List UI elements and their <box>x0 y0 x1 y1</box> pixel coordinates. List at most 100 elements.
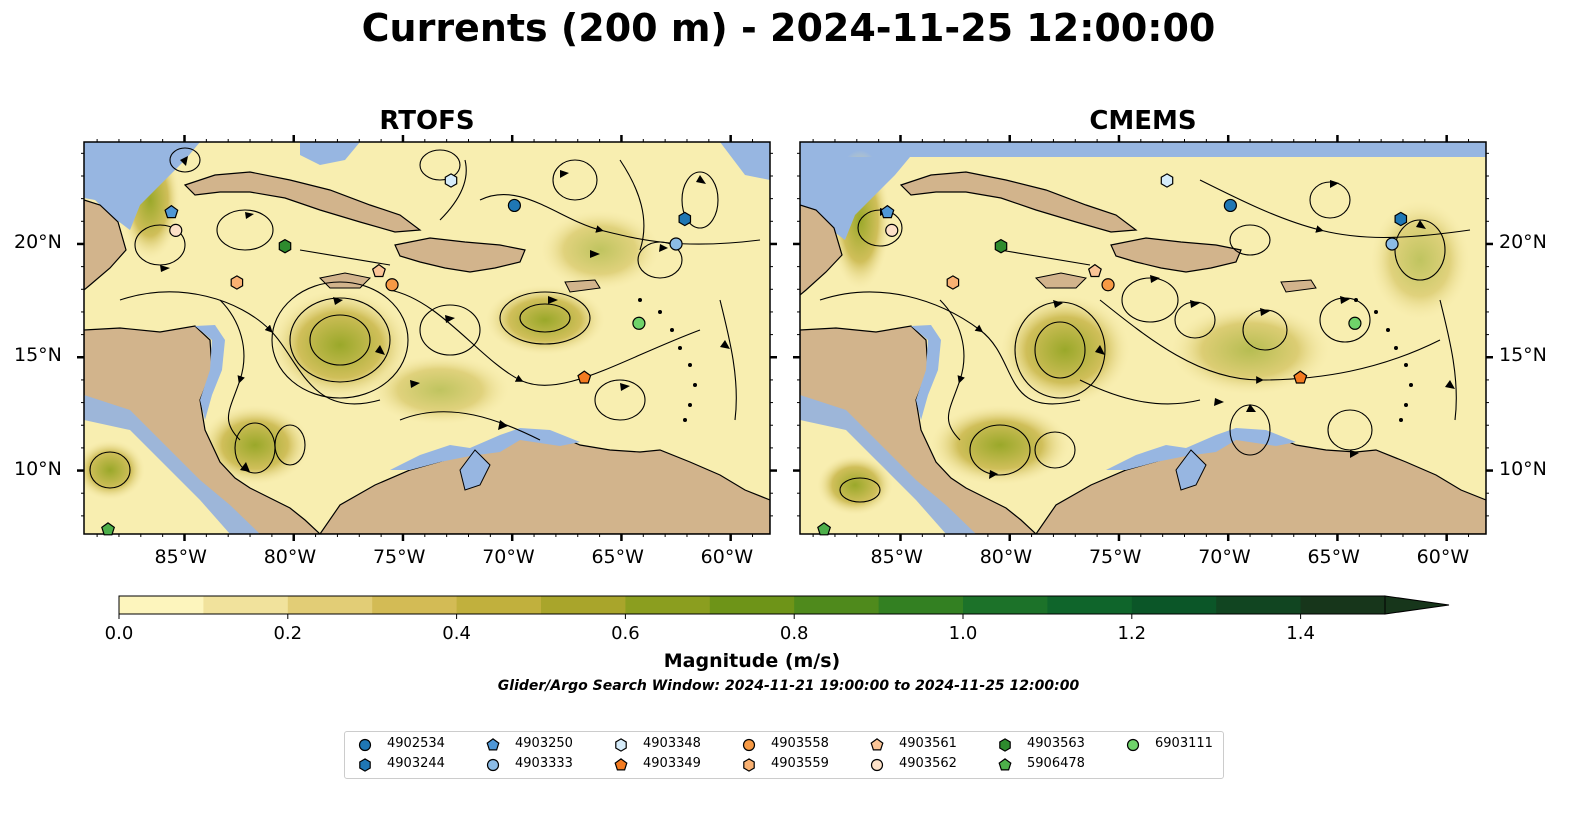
legend-label: 4903349 <box>643 756 701 771</box>
lon-tick-label: 80°W <box>979 546 1033 568</box>
float-marker-4903561 <box>1087 263 1102 278</box>
colorbar-tick-label: 0.6 <box>611 623 640 644</box>
lat-tick-label: 20°N <box>1499 230 1547 253</box>
lon-tick-label: 80°W <box>263 546 317 568</box>
legend-label: 4903559 <box>771 756 829 771</box>
colorbar-label: Magnitude (m/s) <box>663 650 841 672</box>
legend-marker-4903333 <box>486 758 500 772</box>
map-panel-cmems <box>800 142 1486 534</box>
colorbar-tick-label: 0.8 <box>779 623 809 644</box>
legend-label: 4903244 <box>387 756 445 771</box>
float-marker-4903559 <box>230 275 244 290</box>
pentagon-marker-icon <box>998 758 1012 771</box>
circle-marker-icon <box>358 738 372 752</box>
lat-tick-label: 10°N <box>14 457 62 480</box>
lon-tick-label: 75°W <box>1088 546 1142 568</box>
pentagon-marker-icon <box>486 738 500 751</box>
float-marker-4903562 <box>169 223 183 237</box>
float-marker-4903563 <box>994 238 1008 254</box>
pentagon-marker-icon <box>870 738 884 751</box>
float-marker-4902534 <box>507 198 521 213</box>
lon-tick-label: 75°W <box>372 546 426 568</box>
legend-marker-4903250 <box>486 738 500 751</box>
circle-marker-icon <box>486 758 500 772</box>
panel-title-rtofs: RTOFS <box>379 106 475 136</box>
colorbar-tick-label: 1.0 <box>948 623 978 644</box>
hexagon-marker-icon <box>359 758 371 772</box>
float-marker-5906478 <box>817 522 832 536</box>
legend-marker-4903562 <box>870 758 884 772</box>
lat-tick-label: 15°N <box>14 344 62 367</box>
lon-tick-label: 70°W <box>1198 546 1251 568</box>
lat-tick-label: 10°N <box>1499 457 1547 480</box>
lon-tick-label: 70°W <box>482 546 535 568</box>
float-marker-6903111 <box>1348 316 1362 330</box>
legend-label: 4903333 <box>515 756 573 771</box>
lon-tick-label: 65°W <box>1307 546 1360 568</box>
legend-label: 4902534 <box>387 736 445 751</box>
circle-marker-icon <box>870 758 884 772</box>
circle-marker-icon <box>1126 738 1140 752</box>
float-marker-4902534 <box>1223 198 1237 213</box>
legend-label: 6903111 <box>1155 736 1213 751</box>
figure-title: Currents (200 m) - 2024-11-25 12:00:00 <box>361 6 1216 50</box>
float-marker-4903558 <box>385 278 399 292</box>
float-marker-4903349 <box>1293 370 1308 384</box>
lat-tick-label: 15°N <box>1499 344 1547 367</box>
legend-marker-4903349 <box>614 758 628 771</box>
panel-title-cmems: CMEMS <box>1089 106 1197 136</box>
float-marker-4903244 <box>1394 211 1408 227</box>
colorbar-tick-label: 0.4 <box>442 623 471 644</box>
colorbar-tick-label: 1.4 <box>1286 623 1315 644</box>
search-window-caption: Glider/Argo Search Window: 2024-11-21 19… <box>497 678 1080 694</box>
legend-label: 5906478 <box>1027 756 1085 771</box>
colorbar-tick-label: 0.2 <box>273 623 303 644</box>
legend-marker-4903348 <box>615 738 627 752</box>
legend-marker-4903558 <box>742 738 756 752</box>
lon-tick-label: 65°W <box>591 546 644 568</box>
legend-marker-4903561 <box>870 738 884 751</box>
hexagon-marker-icon <box>999 738 1011 752</box>
legend-label: 4903348 <box>643 736 701 751</box>
colorbar-tick-label: 1.2 <box>1117 623 1147 644</box>
legend-label: 4903562 <box>899 756 957 771</box>
legend-marker-4903244 <box>359 758 371 772</box>
legend-label: 4903558 <box>771 736 829 751</box>
lon-tick-label: 85°W <box>154 546 207 568</box>
lon-tick-label: 60°W <box>700 546 754 568</box>
pentagon-marker-icon <box>614 758 628 771</box>
circle-marker-icon <box>742 738 756 752</box>
hexagon-marker-icon <box>743 758 755 772</box>
float-legend: 4902534 4903244 4903250 4903333 4903348 49033… <box>344 731 1224 779</box>
lon-tick-label: 85°W <box>870 546 923 568</box>
legend-marker-5906478 <box>998 758 1012 771</box>
float-marker-4903563 <box>278 238 292 254</box>
colorbar-tick-label: 0.0 <box>104 623 134 644</box>
float-marker-4903348 <box>444 173 458 188</box>
map-panel-rtofs <box>84 142 770 534</box>
float-marker-4903349 <box>577 370 592 384</box>
float-marker-4903558 <box>1101 278 1115 292</box>
legend-label: 4903250 <box>515 736 573 751</box>
lon-tick-label: 60°W <box>1416 546 1470 568</box>
hexagon-marker-icon <box>615 738 627 752</box>
legend-label: 4903561 <box>899 736 957 751</box>
legend-marker-4903563 <box>999 738 1011 752</box>
float-marker-4903559 <box>946 275 960 290</box>
lat-tick-label: 20°N <box>14 230 62 253</box>
float-marker-5906478 <box>101 522 116 536</box>
float-marker-4903561 <box>371 263 386 278</box>
float-marker-6903111 <box>632 316 646 330</box>
legend-marker-6903111 <box>1126 738 1140 752</box>
float-marker-4903244 <box>678 211 692 227</box>
float-marker-4903562 <box>885 223 899 237</box>
legend-marker-4902534 <box>358 738 372 752</box>
float-marker-4903348 <box>1160 173 1174 188</box>
float-marker-4903250 <box>880 204 895 219</box>
legend-label: 4903563 <box>1027 736 1085 751</box>
float-marker-4903250 <box>164 204 179 219</box>
float-marker-4903333 <box>1385 237 1399 251</box>
float-marker-4903333 <box>669 237 683 251</box>
legend-marker-4903559 <box>743 758 755 772</box>
